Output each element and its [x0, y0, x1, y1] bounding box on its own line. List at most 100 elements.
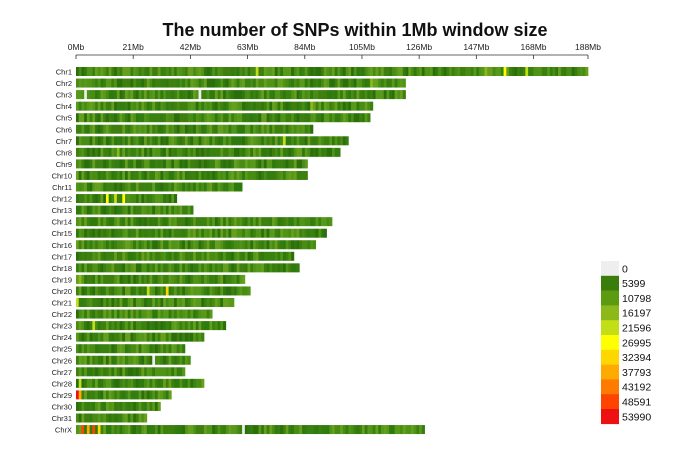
snp-window-cell — [157, 147, 161, 157]
snp-window-cell — [95, 401, 99, 411]
snp-window-cell — [269, 240, 273, 250]
snp-window-cell — [209, 101, 213, 111]
snp-window-cell — [76, 425, 80, 435]
snp-window-cell — [187, 101, 191, 111]
snp-window-cell — [108, 182, 112, 192]
snp-window-cell — [193, 298, 197, 307]
snp-window-cell — [182, 344, 186, 354]
snp-window-cell — [250, 78, 254, 88]
chromosome-label: Chr10 — [52, 171, 72, 180]
snp-window-cell — [100, 228, 104, 238]
snp-window-cell — [277, 159, 281, 169]
snp-window-cell — [190, 298, 194, 307]
snp-window-cell — [168, 251, 172, 261]
snp-window-cell — [144, 321, 148, 331]
snp-window-cell — [176, 228, 180, 238]
snp-window-cell — [89, 309, 93, 319]
snp-window-cell — [144, 240, 148, 250]
snp-window-cell — [122, 425, 126, 435]
snp-window-cell — [195, 298, 199, 307]
snp-window-cell — [277, 228, 281, 238]
snp-window-cell — [206, 286, 210, 296]
snp-window-cell — [165, 194, 169, 204]
snp-window-cell — [312, 113, 317, 123]
snp-window-cell — [394, 90, 398, 100]
snp-window-cell — [149, 390, 153, 400]
chart-title: The number of SNPs within 1Mb window siz… — [162, 20, 547, 40]
snp-window-cell — [174, 309, 178, 319]
legend-swatch — [601, 320, 619, 336]
snp-window-cell — [198, 274, 202, 284]
snp-window-cell — [201, 67, 205, 76]
snp-window-cell — [135, 332, 139, 342]
chromosome-label: Chr3 — [56, 91, 72, 100]
snp-window-cell — [184, 136, 189, 146]
snp-window-cell — [168, 228, 172, 238]
snp-window-cell — [146, 367, 150, 377]
snp-window-cell — [171, 194, 175, 204]
snp-window-cell — [176, 286, 180, 296]
snp-window-cell — [78, 367, 82, 377]
snp-window-cell — [127, 147, 131, 157]
snp-window-cell — [144, 332, 148, 342]
snp-window-cell — [122, 90, 126, 100]
snp-window-cell — [383, 90, 387, 100]
snp-window-cell — [76, 159, 80, 169]
snp-window-cell — [157, 309, 161, 319]
snp-window-cell — [277, 90, 281, 100]
snp-window-cell — [195, 274, 199, 284]
snp-window-cell — [236, 101, 240, 111]
snp-window-cell — [81, 251, 85, 261]
snp-window-cell — [359, 425, 363, 435]
x-axis: 0Mb 21Mb 42Mb 63Mb 84Mb 105Mb 126Mb 147Mb 168Mb 1… — [68, 42, 601, 59]
snp-window-cell — [92, 124, 96, 134]
snp-window-cell — [97, 286, 101, 296]
snp-window-cell — [198, 113, 202, 123]
snp-window-cell — [274, 67, 278, 76]
snp-window-cell — [165, 170, 169, 180]
snp-window-cell — [206, 170, 210, 180]
snp-window-cell — [135, 205, 139, 215]
snp-window-cell — [116, 240, 120, 250]
snp-window-cell — [160, 194, 164, 204]
snp-window-cell — [160, 159, 164, 169]
snp-window-cell — [228, 240, 232, 250]
snp-window-cell — [95, 124, 99, 134]
snp-window-cell — [133, 378, 137, 388]
snp-window-cell — [141, 286, 145, 296]
snp-window-cell — [141, 367, 145, 377]
snp-window-cell — [127, 298, 131, 307]
snp-window-cell — [299, 78, 303, 88]
snp-window-cell — [146, 205, 150, 215]
snp-window-cell — [236, 113, 240, 123]
snp-window-cell — [141, 355, 145, 365]
snp-window-cell — [233, 274, 238, 284]
snp-window-cell — [108, 401, 112, 411]
snp-window-cell — [163, 425, 167, 435]
chromosome-bar — [76, 401, 161, 411]
snp-window-cell — [144, 251, 148, 261]
snp-window-cell — [231, 113, 235, 123]
snp-window-cell — [282, 217, 287, 227]
snp-window-cell — [195, 136, 199, 146]
snp-window-cell — [307, 67, 311, 76]
snp-window-cell — [86, 286, 90, 296]
legend-swatch — [601, 349, 619, 365]
snp-window-cell — [263, 136, 267, 146]
snp-window-cell — [116, 274, 120, 284]
snp-window-cell — [105, 274, 110, 284]
legend-swatch — [601, 335, 619, 351]
snp-window-cell — [92, 263, 96, 273]
snp-window-cell — [149, 228, 153, 238]
snp-window-cell — [310, 90, 314, 100]
snp-window-cell — [171, 425, 175, 435]
snp-window-cell — [108, 309, 112, 319]
snp-window-cell — [332, 147, 336, 157]
snp-window-cell — [204, 228, 208, 238]
snp-window-cell — [247, 425, 251, 435]
snp-window-cell — [560, 67, 564, 76]
snp-window-cell — [261, 425, 265, 435]
snp-window-cell — [144, 378, 148, 388]
snp-window-cell — [214, 78, 218, 88]
snp-window-cell — [302, 78, 306, 88]
